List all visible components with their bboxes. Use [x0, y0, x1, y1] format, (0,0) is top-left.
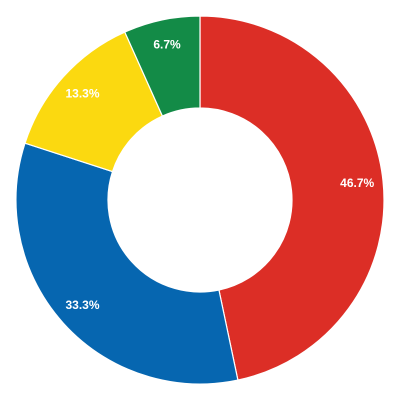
donut-slice-label-2: 13.3%	[65, 87, 99, 101]
donut-slice-label-3: 6.7%	[153, 38, 181, 52]
donut-slice-3	[124, 15, 201, 117]
donut-slice-0	[199, 15, 385, 381]
donut-slice-label-1: 33.3%	[65, 298, 99, 312]
donut-slice-label-0: 46.7%	[340, 176, 374, 190]
donut-slice-1	[15, 142, 239, 385]
